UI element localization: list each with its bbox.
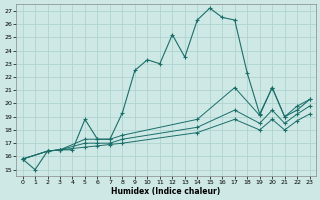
X-axis label: Humidex (Indice chaleur): Humidex (Indice chaleur) (111, 187, 221, 196)
